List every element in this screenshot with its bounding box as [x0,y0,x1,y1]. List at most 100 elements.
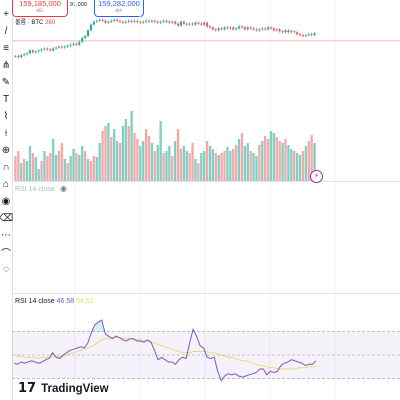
candle-69 [214,29,217,31]
candle-99 [301,35,304,37]
volume-bar-59 [185,151,188,181]
candle-10 [43,48,46,50]
volume-bar-61 [191,143,194,181]
volume-bar-82 [252,153,255,181]
lock-icon[interactable]: ⌂ [2,178,10,190]
candle-88 [269,27,273,29]
candle-4 [26,53,29,55]
volume-bar-37 [121,126,125,181]
candle-77 [238,26,241,29]
pane-divider-2[interactable] [12,293,400,294]
volume-bar-69 [214,153,217,181]
volume-bar-5 [28,146,32,181]
volume-bar-35 [115,141,119,181]
candle-65 [203,22,206,25]
candle-60 [188,23,191,25]
pane-divider[interactable] [12,181,400,182]
hide-icon[interactable]: ◌ [3,263,9,275]
volume-bar-54 [171,156,174,181]
candle-52 [165,20,168,22]
candle-82 [252,28,255,30]
volume-bar-47 [150,143,154,181]
candle-95 [290,31,293,33]
volume-bar-101 [307,141,310,181]
volume-bar-36 [118,143,122,181]
volume-legend-label: 볼륨 · BTC [15,20,44,26]
trend-line-icon[interactable]: / [4,25,8,37]
text-icon[interactable]: T [2,93,10,105]
candle-9 [40,49,43,51]
candle-63 [197,22,200,24]
volume-bar-38 [124,119,127,181]
horizontal-lines-icon[interactable]: ≡ [3,42,9,54]
volume-bar-64 [200,153,203,181]
candle-2 [20,55,23,58]
candle-37 [121,21,124,23]
volume-bar-23 [81,146,84,181]
candle-24 [84,36,87,38]
zoom-icon[interactable]: ⊕ [1,144,11,156]
tradingview-logo[interactable]: 17 TradingView [18,381,109,396]
candle-84 [258,29,261,31]
candle-50 [159,21,162,23]
volume-bar-13 [52,139,55,181]
candle-11 [46,48,49,50]
volume-bar-85 [261,141,264,181]
rsi-collapsed-legend[interactable]: RSI 14 close [15,186,55,193]
candle-22 [78,41,81,45]
brush-icon[interactable]: ✎ [1,76,11,88]
volume-bar-33 [110,137,113,181]
candle-89 [272,28,275,31]
candle-64 [200,23,203,25]
sell-price: 159,185,000 [19,0,61,8]
candle-42 [136,20,139,22]
drawing-icon[interactable]: ⌒ [1,248,11,260]
eye-icon[interactable]: ◉ [60,184,67,193]
candle-91 [278,29,281,32]
volume-legend[interactable]: 볼륨 · BTC 260 [15,17,55,26]
volume-bar-102 [310,135,313,181]
magnet-icon[interactable]: ∩ [2,161,10,173]
candle-20 [72,43,75,45]
pattern-icon[interactable]: ⌇ [3,110,9,122]
rsi-value: 46.58 [56,298,75,305]
pitchfork-icon[interactable]: ⋔ [1,59,11,71]
candle-73 [226,27,229,29]
candle-62 [194,22,197,25]
volume-bar-83 [255,156,258,181]
volume-bar-95 [290,149,293,181]
candle-96 [293,31,296,33]
candle-17 [63,46,66,48]
candle-29 [98,19,101,21]
candle-79 [243,27,246,30]
buy-button[interactable]: 159,282,000 매수 [94,0,144,17]
rsi-line [13,319,317,382]
ruler-icon[interactable]: ⟊ [4,127,8,139]
volume-bar-19 [69,156,72,181]
more-icon[interactable]: ⋯ [1,229,11,241]
volume-bar-20 [72,149,75,181]
eye-toggle-icon[interactable]: ◉ [1,195,11,207]
volume-bar-93 [284,139,287,181]
rsi-legend[interactable]: RSI 14 close 46.58 54.52 [15,298,94,305]
volume-bar-84 [258,145,261,181]
volume-bar-42 [136,139,139,181]
volume-bar-21 [75,153,78,181]
volume-bar-94 [287,145,290,181]
candle-35 [116,19,119,21]
candle-74 [229,27,232,29]
crosshair-icon[interactable]: + [3,8,9,20]
volume-bar-81 [249,151,252,181]
candle-3 [23,54,26,56]
volume-bar-99 [301,151,305,181]
volume-bar-60 [188,153,191,181]
volume-bar-28 [95,157,98,181]
rsi-collapsed-label: RSI 14 close [15,186,55,193]
trash-icon[interactable]: ⌫ [0,212,14,224]
volume-bar-65 [203,151,206,181]
candle-72 [223,27,226,30]
lightning-icon[interactable]: ⚡ [310,170,323,183]
sell-button[interactable]: 159,185,000 매도 [12,0,68,17]
volume-bar-6 [31,153,35,181]
